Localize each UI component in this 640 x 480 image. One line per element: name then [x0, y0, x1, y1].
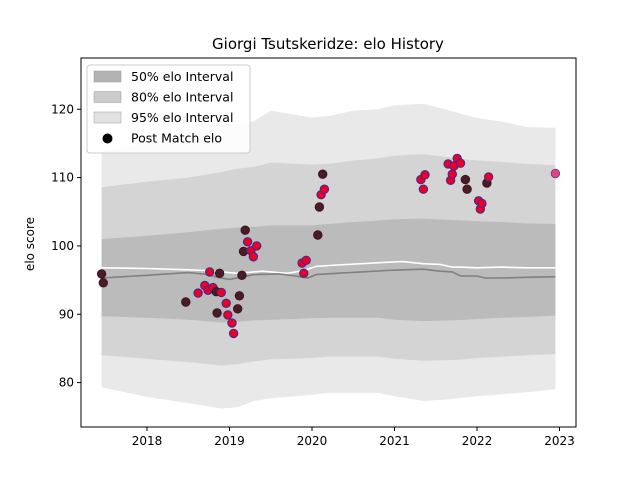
median-line	[101, 268, 556, 281]
x-tick-label: 2018	[132, 434, 163, 448]
legend-swatch	[93, 70, 122, 83]
y-axis-label: elo score	[23, 217, 37, 271]
data-point	[301, 255, 311, 265]
data-point	[227, 318, 237, 328]
x-axis: 2018 2019 2020 2021 2022 2023	[132, 427, 575, 448]
legend-swatch	[93, 91, 122, 103]
data-point	[228, 328, 239, 339]
data-point	[193, 288, 203, 298]
data-point	[318, 169, 328, 179]
legend-swatch	[93, 111, 122, 124]
data-point	[314, 202, 325, 212]
legend-marker	[102, 133, 113, 144]
data-point	[223, 310, 233, 320]
data-point	[248, 252, 259, 262]
x-tick-label: 2021	[379, 434, 410, 448]
y-tick-label: 90	[59, 307, 74, 321]
data-point	[252, 241, 262, 251]
legend-label: 95% elo Interval	[131, 110, 233, 125]
legend-label: Post Match elo	[131, 131, 222, 146]
data-point	[455, 158, 466, 168]
y-tick-label: 100	[51, 239, 74, 253]
y-tick-label: 120	[51, 102, 74, 116]
plot-frame	[80, 57, 577, 428]
legend-box	[86, 64, 251, 154]
data-point	[212, 308, 222, 318]
y-tick-label: 110	[51, 171, 74, 185]
data-point	[234, 291, 245, 301]
x-tick-label: 2022	[462, 434, 493, 448]
data-point	[240, 225, 250, 235]
data-point	[483, 172, 494, 182]
data-point	[319, 184, 330, 194]
x-tick-label: 2023	[544, 434, 575, 448]
legend-label: 80% elo Interval	[131, 90, 233, 105]
legend-label: 50% elo Interval	[131, 69, 233, 84]
data-point	[205, 267, 215, 277]
data-point	[216, 287, 227, 298]
legend: 50% elo Interval 80% elo Interval 95% elo …	[86, 64, 251, 154]
data-point	[299, 268, 309, 278]
y-axis: 80 90 100 110 120	[51, 102, 81, 390]
data-point	[98, 278, 109, 288]
data-point	[420, 170, 430, 180]
data-point	[313, 230, 323, 240]
x-tick-label: 2020	[297, 434, 328, 448]
interval-bands	[101, 103, 556, 409]
data-point	[214, 268, 225, 278]
data-point	[242, 237, 253, 247]
y-tick-label: 80	[59, 376, 74, 390]
post-match-points	[96, 153, 561, 339]
x-tick-label: 2019	[214, 434, 245, 448]
data-point	[550, 168, 561, 179]
data-point	[418, 184, 429, 194]
data-point	[181, 297, 191, 307]
data-point	[233, 304, 243, 314]
data-point	[447, 169, 457, 179]
band-2	[101, 218, 556, 323]
data-point	[221, 298, 231, 308]
data-point	[237, 270, 247, 280]
data-point	[462, 184, 472, 194]
data-point	[460, 174, 471, 185]
data-point	[477, 198, 487, 209]
chart-title: Giorgi Tsutskeridze: elo History	[212, 35, 444, 53]
data-point	[96, 269, 107, 279]
